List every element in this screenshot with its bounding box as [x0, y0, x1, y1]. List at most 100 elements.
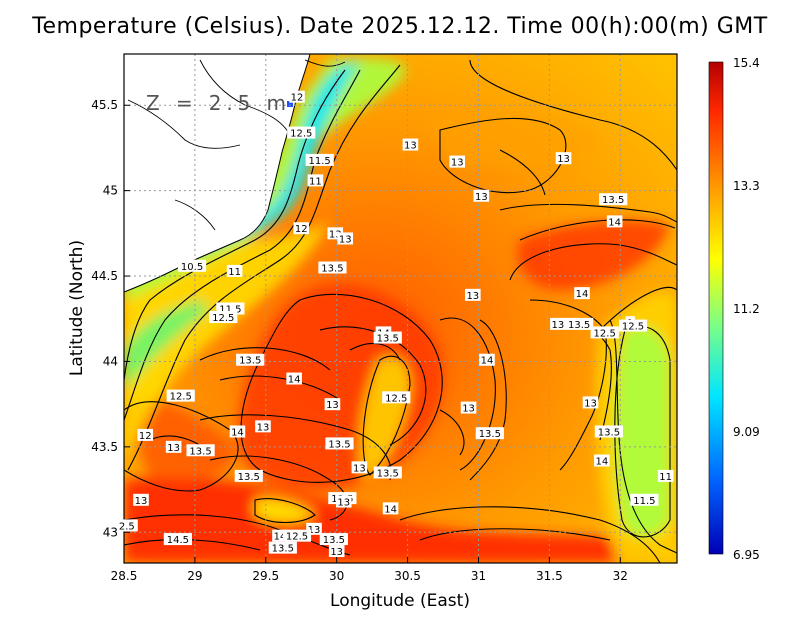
colorbar-label: 13.3 [733, 179, 760, 193]
contour-label: 13.5 [565, 317, 594, 331]
contour-label-text: 13 [552, 320, 565, 331]
x-axis: 28.5 29 29.5 30 30.5 31 31.5 32 [111, 557, 628, 583]
contour-label-bg [268, 541, 297, 554]
contour-label-bg [209, 311, 238, 324]
contour-label: 14 [382, 502, 399, 515]
contour-label: 13 [550, 317, 566, 331]
contour-label-bg [479, 353, 495, 366]
contour-label: 13 [465, 288, 481, 302]
contour-label: 13.5 [268, 541, 297, 555]
contour-label-text: 13 [584, 398, 597, 409]
contour-label-bg [177, 259, 207, 272]
contour-label: 12.5 [618, 319, 648, 333]
colorbar-label: 11.2 [733, 302, 760, 316]
contour-label-bg [165, 440, 182, 453]
contour-label-text: 12.5 [286, 532, 308, 543]
contour-label-text: 13 [326, 400, 339, 411]
x-tick-label: 28.5 [111, 569, 138, 583]
contour-label-text: 13 [329, 229, 342, 240]
contour-label: 13 [337, 232, 353, 245]
colorbar-label: 9.09 [733, 425, 760, 439]
contour-label: 11 [657, 469, 674, 483]
contour-label-text: 13 [167, 443, 180, 454]
contour-label-text: 13 [353, 463, 366, 474]
contour-label-text: 13 [557, 154, 570, 165]
contour-label-bg [574, 287, 590, 300]
contour-label-bg [324, 398, 341, 411]
contour-label-bg [473, 189, 490, 202]
contour-label-text: 11.5 [219, 305, 241, 316]
contour-label: 12.5 [382, 391, 411, 404]
contour-label: 14 [229, 425, 246, 438]
contour-label-text: 12.5 [290, 129, 312, 140]
contour-label-text: 13 [135, 496, 148, 507]
contour-label-bg [236, 353, 265, 366]
contour-label: 13 [324, 398, 341, 411]
contour-label: 12.5 [287, 126, 316, 140]
contour-label-text: 13 [475, 192, 488, 203]
x-axis-title: Longitude (East) [330, 591, 470, 611]
contour-label-bg [186, 444, 215, 457]
contour-label-bg [599, 193, 628, 206]
colorbar: 15.4 13.3 11.2 9.09 6.95 [708, 56, 760, 562]
contour-label: 13 [582, 396, 599, 409]
contour-label: 13 [335, 495, 352, 509]
contour-label: 14 [606, 215, 623, 228]
contour-label-bg [565, 317, 594, 330]
contour-label-text: 14 [288, 375, 301, 386]
contour-label: 14.5 [163, 533, 192, 546]
contour-label-text: 14 [274, 532, 287, 543]
contour-label: 13 [555, 152, 572, 165]
contour-label: 13.5 [236, 353, 265, 367]
contour-label-bg [229, 425, 246, 438]
contour-label: 13.5 [318, 261, 347, 275]
contour-label-bg [590, 326, 619, 339]
contour-label-bg [657, 469, 674, 482]
contour-label: 13.5 [475, 427, 504, 440]
contour-label: 11.5 [305, 153, 334, 167]
contour-label-bg [606, 215, 623, 228]
contour-label-text: 14 [231, 427, 244, 438]
x-tick-label: 31 [471, 569, 486, 583]
contour-label: 14 [286, 372, 302, 386]
contour-label-bg [335, 495, 352, 508]
contour-label: 10.5 [177, 259, 207, 273]
contour-label-text: 13.5 [598, 427, 620, 438]
contour-label-bg [286, 372, 302, 385]
contour-label: 13 [328, 545, 345, 558]
contour-label-text: 13 [330, 547, 343, 558]
contour-label-text: 14 [576, 289, 589, 300]
contour-label-text: 13.5 [238, 472, 260, 483]
y-tick-label: 44 [103, 354, 118, 368]
contour-label: 13 [351, 461, 368, 474]
contour-label-bg [382, 502, 399, 515]
x-tick-label: 29.5 [252, 569, 279, 583]
colorbar-ramp [708, 61, 724, 555]
contour-label: 11 [226, 264, 243, 278]
contour-label-text: 13.5 [377, 334, 399, 345]
contour-label: 13 [460, 401, 477, 415]
contour-label-text: 12.5 [385, 393, 407, 404]
contour-label: 11.5 [630, 493, 659, 507]
contour-label-bg [351, 461, 368, 474]
x-tick-label: 30.5 [394, 569, 421, 583]
contour-label-text: 13 [337, 498, 350, 509]
contour-label: 13.5 [186, 444, 215, 457]
contour-label-bg [373, 466, 402, 479]
contour-label-text: 12.5 [212, 313, 234, 324]
contour-label-text: 12 [139, 431, 152, 442]
y-axis-title: Latitude (North) [67, 240, 87, 376]
contour-label-bg [307, 174, 324, 187]
contour-label-text: 13 [451, 158, 464, 169]
contour-label-text: 14 [595, 457, 608, 468]
contour-label-text: 11.5 [309, 156, 331, 167]
contour-label-bg [305, 153, 334, 166]
contour-label-text: 2.5 [119, 521, 135, 532]
contour-label: 14 [594, 454, 610, 468]
contour-label-text: 12.5 [170, 392, 192, 403]
contour-label-bg [550, 317, 566, 330]
contour-label-bg [402, 138, 419, 151]
contour-label: 12.5 [282, 529, 312, 543]
contour-label-bg [289, 90, 305, 103]
contour-label-bg [382, 391, 411, 404]
